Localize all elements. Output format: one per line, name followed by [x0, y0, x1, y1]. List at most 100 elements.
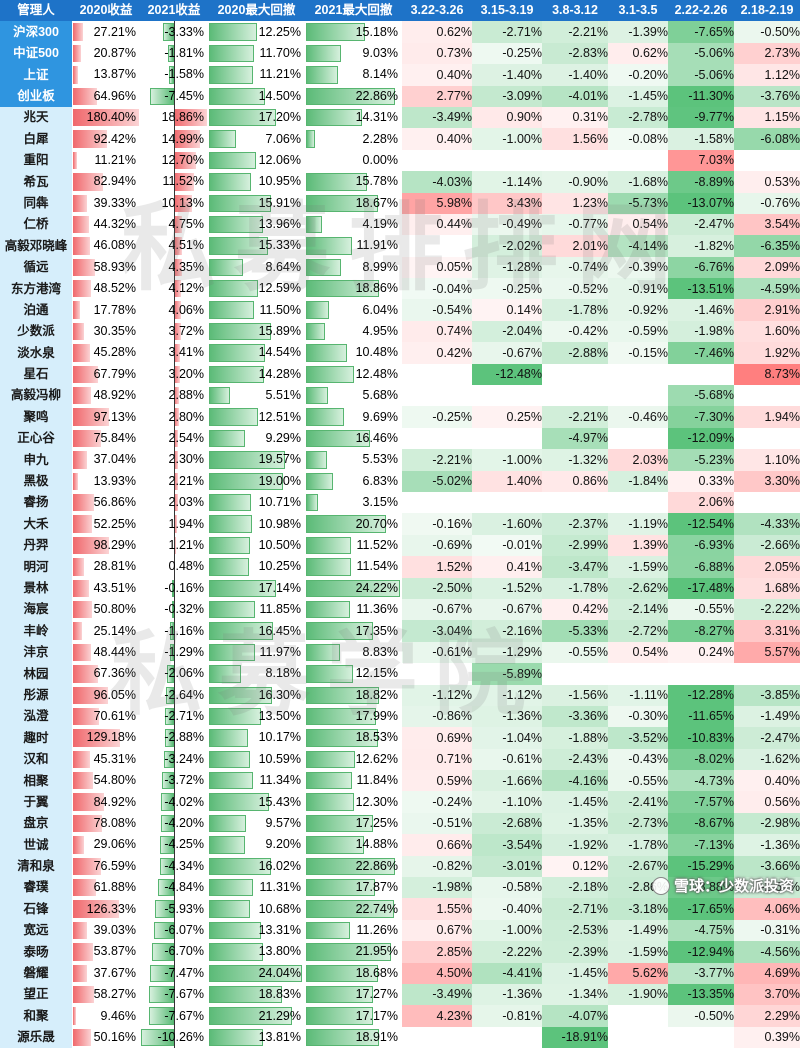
weekly-return-cell: -2.83%	[542, 42, 608, 65]
return-2020-cell: 17.78%	[72, 299, 140, 320]
return-2020-cell: 48.44%	[72, 642, 140, 663]
return-2020-bar	[73, 772, 94, 790]
weekly-return-cell	[542, 663, 608, 684]
return-2021-bar	[174, 344, 180, 362]
weekly-return-cell: -2.18%	[542, 877, 608, 899]
return-2020-cell: 54.80%	[72, 770, 140, 791]
weekly-return-cell	[402, 492, 472, 513]
return-2021-cell: 3.20%	[140, 363, 208, 386]
manager-name-cell: 正心谷	[0, 427, 72, 450]
credit-text: 雪球：少数派投资	[673, 878, 794, 895]
max-drawdown-2021-bar	[306, 536, 351, 555]
max-drawdown-2020-value: 15.91%	[258, 195, 301, 210]
weekly-return-cell: -0.90%	[542, 171, 608, 193]
weekly-return-cell	[472, 385, 542, 406]
column-header[interactable]: 2020最大回撤	[208, 0, 305, 22]
weekly-return-cell: 0.42%	[402, 342, 472, 364]
max-drawdown-2020-bar	[209, 600, 255, 619]
return-2021-bar	[174, 408, 179, 426]
weekly-return-cell	[542, 364, 608, 385]
weekly-return-cell: -2.22%	[734, 598, 800, 621]
return-2021-cell: -4.20%	[140, 812, 208, 835]
manager-name-cell: 申九	[0, 449, 72, 471]
max-drawdown-2021-cell: 12.15%	[305, 663, 402, 684]
weekly-return-cell: 0.40%	[734, 770, 800, 792]
weekly-return-cell: 0.42%	[542, 598, 608, 621]
weekly-return-cell: -5.68%	[668, 385, 734, 407]
column-header[interactable]: 3.22-3.26	[402, 0, 472, 22]
max-drawdown-2020-value: 13.80%	[258, 944, 301, 959]
zero-axis-line	[174, 812, 175, 835]
column-header[interactable]: 2.18-2.19	[734, 0, 800, 22]
max-drawdown-2020-value: 15.43%	[258, 794, 301, 809]
return-2021-value: 2.54%	[168, 431, 204, 445]
return-2020-value: 17.78%	[93, 302, 136, 317]
return-2021-bar	[165, 686, 174, 704]
column-header[interactable]: 3.1-3.5	[608, 0, 668, 22]
column-header[interactable]: 2021收益	[140, 0, 208, 22]
max-drawdown-2020-cell: 19.57%	[208, 449, 305, 470]
return-2021-value: 0.48%	[168, 559, 204, 574]
max-drawdown-2021-cell: 17.25%	[305, 813, 402, 834]
table-row: 彤源 96.05% -2.64% 16.30% 18.82% -1.12% -1.12% -1…	[0, 684, 800, 706]
max-drawdown-2021-cell: 18.53%	[305, 727, 402, 748]
table-row: 林园 67.36% -2.06% 8.18% 12.15% -5.89%	[0, 663, 800, 685]
column-header[interactable]: 2021最大回撤	[305, 0, 402, 22]
max-drawdown-2021-value: 17.27%	[355, 987, 398, 1002]
return-2021-bar	[170, 622, 174, 640]
max-drawdown-2020-cell: 12.06%	[208, 150, 305, 171]
table-row: 景林 43.51% -0.16% 17.14% 24.22% -2.50% -1.52% -1…	[0, 577, 800, 599]
max-drawdown-2020-cell: 12.51%	[208, 406, 305, 427]
column-header[interactable]: 2.22-2.26	[668, 0, 734, 22]
weekly-return-cell: -8.02%	[668, 748, 734, 771]
table-row: 希瓦 82.94% 11.52% 10.95% 15.78% -4.03% -1.14% -0…	[0, 171, 800, 193]
weekly-return-cell: -0.91%	[608, 278, 668, 300]
return-2021-cell: 4.35%	[140, 256, 208, 279]
max-drawdown-2020-cell: 13.31%	[208, 920, 305, 941]
weekly-return-cell	[402, 150, 472, 171]
weekly-return-cell: -0.39%	[608, 256, 668, 279]
max-drawdown-2020-cell: 12.59%	[208, 278, 305, 299]
max-drawdown-2021-bar	[306, 23, 365, 41]
table-row: 创业板 64.96% -7.45% 14.50% 22.86% 2.77% -3.09% -4…	[0, 85, 800, 107]
max-drawdown-2020-value: 10.68%	[258, 901, 301, 916]
manager-name-cell: 彤源	[0, 684, 72, 706]
return-2021-cell: -6.70%	[140, 941, 208, 963]
weekly-return-cell: -2.14%	[608, 598, 668, 621]
max-drawdown-2020-value: 11.34%	[259, 773, 301, 788]
max-drawdown-2021-cell: 8.83%	[305, 642, 402, 663]
column-header[interactable]: 3.8-3.12	[542, 0, 608, 22]
weekly-return-cell: -0.59%	[608, 320, 668, 343]
max-drawdown-2020-value: 11.70%	[259, 45, 301, 60]
return-2020-value: 53.87%	[93, 944, 136, 959]
return-2020-bar	[73, 108, 139, 127]
max-drawdown-2021-cell: 11.54%	[305, 556, 402, 577]
weekly-return-cell	[402, 1027, 472, 1048]
return-2021-bar	[174, 280, 182, 298]
max-drawdown-2021-value: 8.99%	[362, 259, 398, 274]
return-2021-value: -1.58%	[164, 67, 204, 82]
return-2020-cell: 45.31%	[72, 749, 140, 770]
max-drawdown-2020-bar	[209, 579, 276, 597]
return-2021-value: 2.03%	[168, 495, 204, 510]
max-drawdown-2021-value: 12.62%	[355, 751, 398, 766]
weekly-return-cell: -7.46%	[668, 342, 734, 364]
weekly-return-cell: -2.73%	[608, 812, 668, 835]
max-drawdown-2021-value: 4.95%	[362, 324, 398, 339]
return-2021-bar	[164, 729, 174, 747]
weekly-return-cell: -0.49%	[472, 213, 542, 236]
weekly-return-cell: -0.40%	[472, 898, 542, 920]
return-2020-value: 54.80%	[93, 773, 136, 788]
weekly-return-cell: 2.01%	[542, 235, 608, 257]
return-2020-value: 76.59%	[93, 858, 136, 873]
max-drawdown-2020-value: 8.18%	[265, 666, 301, 681]
weekly-return-cell: -1.34%	[542, 983, 608, 1006]
weekly-return-cell: -7.65%	[668, 21, 734, 43]
column-header[interactable]: 3.15-3.19	[472, 0, 542, 22]
column-header[interactable]: 管理人	[0, 0, 72, 22]
column-header[interactable]: 2020收益	[72, 0, 140, 22]
table-row: 睿扬 56.86% 2.03% 10.71% 3.15% 2.06%	[0, 491, 800, 514]
manager-name-cell: 创业板	[0, 85, 72, 107]
weekly-return-cell: -4.56%	[734, 941, 800, 963]
return-2021-bar	[160, 836, 174, 854]
